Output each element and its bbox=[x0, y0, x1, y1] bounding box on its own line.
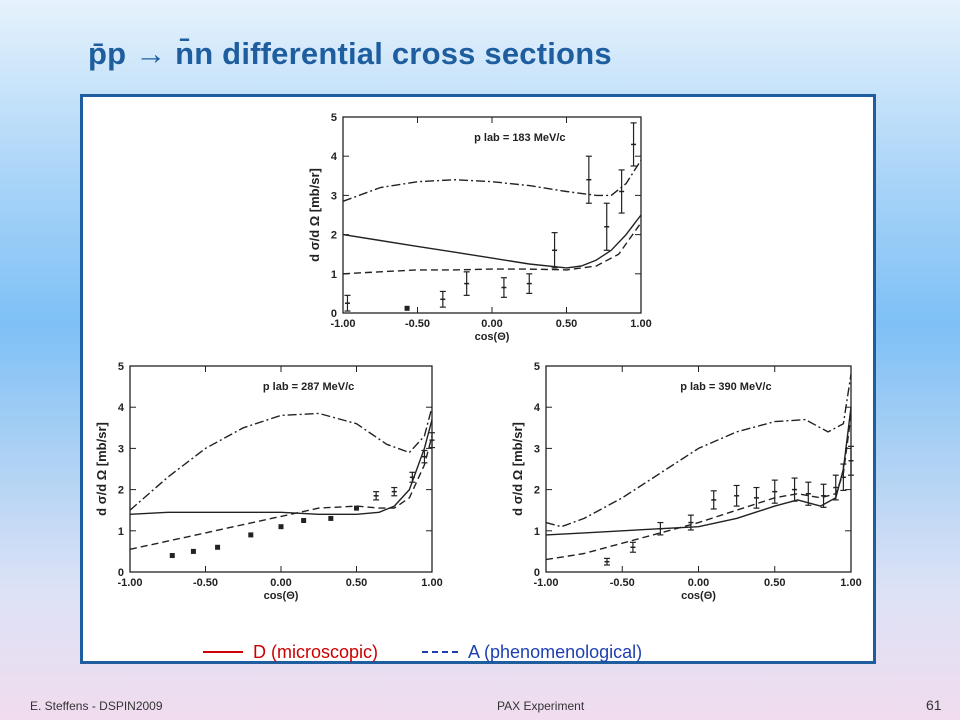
series-line-dashdot bbox=[129, 407, 433, 511]
x-axis-label: cos(Θ) bbox=[475, 331, 510, 343]
x-tick-label: -0.50 bbox=[405, 318, 430, 330]
legend-item-a: A (phenomenological) bbox=[422, 642, 642, 662]
y-tick-label: 1 bbox=[118, 526, 124, 538]
data-point bbox=[328, 515, 334, 521]
y-tick-label: 0 bbox=[534, 567, 540, 579]
slide-title: p̄p → n̄n differential cross sections bbox=[88, 36, 612, 71]
legend-solid-line bbox=[203, 651, 243, 654]
legend-dashed-line bbox=[422, 651, 459, 654]
x-tick-label: 0.00 bbox=[688, 577, 709, 589]
y-tick-label: 4 bbox=[118, 402, 125, 414]
series-line-dashdot bbox=[545, 374, 852, 528]
x-axis-label: cos(Θ) bbox=[681, 590, 716, 602]
series-line-solid bbox=[545, 407, 852, 536]
x-tick-label: 1.00 bbox=[630, 318, 651, 330]
data-point bbox=[169, 553, 175, 559]
x-tick-label: -1.00 bbox=[330, 318, 355, 330]
x-tick-label: -1.00 bbox=[533, 577, 558, 589]
page-number: 61 bbox=[926, 697, 942, 713]
chart-390: 0 1 2 3 4 5 -1.00 -0.50 0.00 0.50 1.00 cos(Θ) d σ/d … bbox=[510, 361, 862, 602]
y-tick-label: 1 bbox=[534, 526, 540, 538]
data-point bbox=[278, 524, 284, 530]
data-point bbox=[215, 544, 221, 550]
series-line-dashed bbox=[545, 415, 852, 561]
series-line-dashed bbox=[129, 435, 433, 550]
y-axis-label: d σ/d Ω [mb/sr] bbox=[510, 422, 525, 516]
y-tick-label: 0 bbox=[331, 308, 337, 320]
footer-author: E. Steffens - DSPIN2009 bbox=[30, 699, 163, 713]
x-tick-label: 1.00 bbox=[421, 577, 442, 589]
series-line-solid bbox=[129, 419, 433, 515]
plot-title: p lab = 287 MeV/c bbox=[263, 381, 354, 393]
y-axis-label: d σ/d Ω [mb/sr] bbox=[307, 168, 322, 262]
y-tick-label: 4 bbox=[534, 402, 541, 414]
legend: D (microscopic) A (phenomenological) bbox=[203, 642, 642, 663]
footer-title: PAX Experiment bbox=[497, 699, 585, 713]
legend-label-d: D (microscopic) bbox=[253, 642, 379, 662]
y-tick-label: 5 bbox=[534, 361, 540, 373]
plot-title: p lab = 390 MeV/c bbox=[680, 381, 771, 393]
y-tick-label: 2 bbox=[118, 485, 124, 497]
data-point bbox=[190, 548, 196, 554]
x-tick-label: -0.50 bbox=[610, 577, 635, 589]
series-line-solid bbox=[342, 214, 642, 269]
legend-label-a: A (phenomenological) bbox=[468, 642, 643, 662]
x-tick-label: 0.50 bbox=[764, 577, 785, 589]
x-tick-label: -1.00 bbox=[117, 577, 142, 589]
x-tick-label: 0.00 bbox=[481, 318, 502, 330]
x-tick-label: 0.50 bbox=[346, 577, 367, 589]
x-tick-label: 0.50 bbox=[556, 318, 577, 330]
x-axis-label: cos(Θ) bbox=[264, 590, 299, 602]
chart-183: 0 1 2 3 4 5 -1.00 -0.50 0.00 0.50 1.00 cos(Θ) d σ/d … bbox=[307, 112, 652, 343]
series-line-dashed bbox=[342, 222, 642, 275]
data-point bbox=[404, 305, 410, 311]
x-tick-label: 1.00 bbox=[840, 577, 861, 589]
series-line-dashdot bbox=[342, 159, 642, 202]
plot-frame bbox=[545, 365, 852, 573]
plot-title: p lab = 183 MeV/c bbox=[474, 132, 565, 144]
plot-frame bbox=[129, 365, 433, 573]
data-point bbox=[354, 505, 359, 511]
plot-frame bbox=[342, 116, 642, 314]
y-tick-label: 3 bbox=[534, 443, 540, 455]
y-tick-label: 5 bbox=[331, 112, 337, 124]
data-point bbox=[301, 518, 307, 523]
plots-canvas: 0 1 2 3 4 5 -1.00 -0.50 0.00 0.50 1.00 cos(Θ) d σ/d … bbox=[94, 112, 862, 602]
figure-frame: 0 1 2 3 4 5 -1.00 -0.50 0.00 0.50 1.00 cos(Θ) d σ/d … bbox=[80, 94, 876, 664]
y-tick-label: 5 bbox=[118, 361, 124, 373]
y-axis-label: d σ/d Ω [mb/sr] bbox=[94, 422, 109, 516]
y-tick-label: 2 bbox=[534, 485, 540, 497]
x-tick-label: -0.50 bbox=[193, 577, 218, 589]
y-tick-label: 1 bbox=[331, 269, 337, 281]
data-point bbox=[248, 532, 254, 538]
y-tick-label: 3 bbox=[118, 443, 124, 455]
y-tick-label: 2 bbox=[331, 230, 337, 242]
y-tick-label: 0 bbox=[118, 567, 124, 579]
y-tick-label: 4 bbox=[331, 151, 338, 163]
chart-287: 0 1 2 3 4 5 -1.00 -0.50 0.00 0.50 1.00 cos(Θ) d σ/d … bbox=[94, 361, 443, 602]
y-tick-label: 3 bbox=[331, 190, 337, 202]
x-tick-label: 0.00 bbox=[270, 577, 291, 589]
legend-item-d: D (microscopic) bbox=[203, 642, 378, 662]
